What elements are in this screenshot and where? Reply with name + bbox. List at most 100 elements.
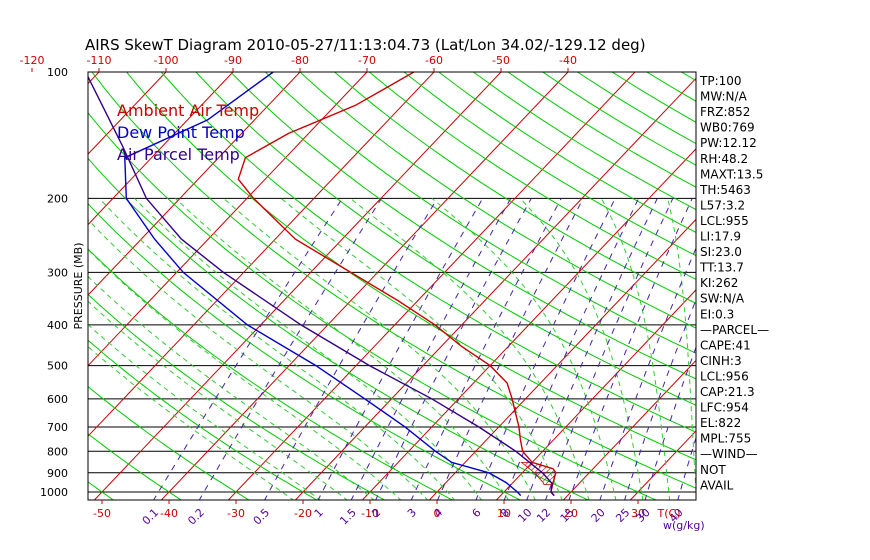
top-temp-tick-label: -120: [20, 54, 45, 67]
index-entry: MPL:755: [700, 432, 751, 446]
isotherm-line: [831, 72, 870, 501]
index-entry: TT:13.7: [699, 261, 744, 275]
moist-adiabat-line: [431, 198, 617, 500]
dry-adiabat-line: [855, 72, 870, 501]
isotherm-line: [88, 72, 368, 367]
moist-adiabat-line: [350, 198, 590, 500]
index-entry: WB0:769: [700, 121, 755, 135]
mixing-ratio-tick-label: 3: [405, 506, 419, 520]
dry-adiabat-line: [403, 72, 696, 257]
index-entry: CAP:21.3: [700, 385, 755, 399]
isotherm-line: [0, 72, 32, 501]
bottom-temp-tick-label: -50: [93, 507, 111, 520]
mixing-ratio-tick-label: 0.5: [251, 506, 273, 528]
mixing-ratio-line: [153, 198, 343, 500]
moist-adiabat-line: [88, 275, 375, 500]
y-tick-label: 600: [47, 393, 68, 406]
dry-adiabat-line: [88, 433, 183, 500]
dry-adiabat-line: [230, 72, 696, 380]
y-tick-label: 200: [47, 192, 68, 205]
plot-frame: [87, 71, 697, 501]
index-entry: SI:23.0: [700, 245, 742, 259]
y-tick-label: 800: [47, 445, 68, 458]
moist-adiabat-line: [667, 198, 696, 500]
moist-adiabat-line: [88, 248, 402, 500]
dry-adiabat-line: [299, 72, 696, 329]
plot-series: [88, 72, 557, 497]
isotherm-line: [88, 72, 167, 155]
bottom-temp-tick-label: -30: [227, 507, 245, 520]
bottom-temp-tick-label: 10: [497, 507, 511, 520]
index-entry: RH:48.2: [700, 152, 748, 166]
index-entry: —WIND—: [700, 447, 758, 461]
dewpoint-temp-line: [124, 72, 522, 497]
dry-adiabat-line: [88, 112, 658, 500]
index-entry: LCL:955: [700, 214, 749, 228]
dry-adiabat-line: [264, 72, 696, 354]
legend-entry: Ambient Air Temp: [117, 101, 259, 120]
index-entry: LI:17.9: [700, 230, 741, 244]
y-tick-label: 900: [47, 467, 68, 480]
top-temp-tick-label: -60: [425, 54, 443, 67]
dry-adiabat-line: [88, 202, 522, 500]
ambient-temp-line: [237, 72, 557, 497]
plot-grid: [0, 72, 870, 501]
top-temp-tick-label: -50: [492, 54, 510, 67]
mixing-ratio-line: [350, 198, 512, 500]
bottom-temp-tick-label: -20: [294, 507, 312, 520]
dry-adiabat-line: [507, 72, 696, 188]
isotherm-line: [227, 72, 636, 500]
mixing-ratio-tick-label: 1.5: [337, 506, 359, 528]
mixing-ratio-tick-label: 12: [534, 506, 553, 525]
index-entry: KI:262: [700, 276, 738, 290]
dry-adiabat-line: [0, 72, 47, 501]
index-entry: SW:N/A: [700, 292, 745, 306]
isotherm-line: [88, 72, 301, 296]
dry-adiabat-line: [195, 72, 696, 406]
y-tick-label: 500: [47, 360, 68, 373]
dry-adiabat-line: [368, 72, 696, 280]
y-tick-label: 100: [47, 66, 68, 79]
y-tick-label: 300: [47, 266, 68, 279]
dry-adiabat-line: [334, 72, 696, 304]
dry-adiabat-line: [88, 293, 386, 500]
index-entry: CAPE:41: [700, 338, 751, 352]
top-temp-tick-label: -80: [291, 54, 309, 67]
top-temp-tick-label: -100: [154, 54, 179, 67]
mixing-ratio-line: [264, 198, 438, 500]
isotherm-line: [88, 72, 234, 226]
top-temp-tick-label: -90: [224, 54, 242, 67]
dry-adiabat-line: [751, 72, 870, 501]
mixing-ratio-tick-label: 0.2: [185, 506, 207, 528]
mixing-ratio-line: [437, 198, 584, 500]
parcel-temp-line: [88, 75, 555, 497]
isotherm-line: [294, 77, 696, 500]
mixing-ratio-tick-label: 1: [312, 506, 326, 520]
moist-adiabat-line: [88, 218, 429, 500]
moist-adiabat-line: [223, 198, 536, 500]
bottom-temp-tick-label: -10: [361, 507, 379, 520]
dry-adiabat-line: [786, 72, 870, 501]
mixing-ratio-line: [317, 198, 484, 500]
mixing-ratio-line: [410, 198, 562, 500]
mixing-ratio-tick-label: 20: [589, 506, 608, 525]
dry-adiabat-line: [88, 157, 590, 500]
mixing-ratio-line: [599, 246, 696, 500]
mixing-ratio-line: [677, 436, 696, 500]
isotherm-line: [764, 72, 870, 501]
mixing-ratio-line: [644, 345, 696, 500]
dry-adiabat-line: [438, 72, 696, 233]
isotherm-line: [562, 359, 696, 500]
index-entry: NOT: [700, 463, 726, 477]
index-entry: CINH:3: [700, 354, 742, 368]
bottom-temp-axis-label: T(C): [657, 507, 681, 520]
index-entry: MAXT:13.5: [700, 167, 763, 181]
bottom-temp-tick-label: 20: [564, 507, 578, 520]
index-entry: L57:3.2: [700, 198, 745, 212]
isotherm-line: [93, 72, 502, 500]
moist-adiabat-line: [88, 323, 321, 500]
index-entry: TP:100: [699, 74, 742, 88]
y-tick-label: 1000: [40, 486, 68, 499]
